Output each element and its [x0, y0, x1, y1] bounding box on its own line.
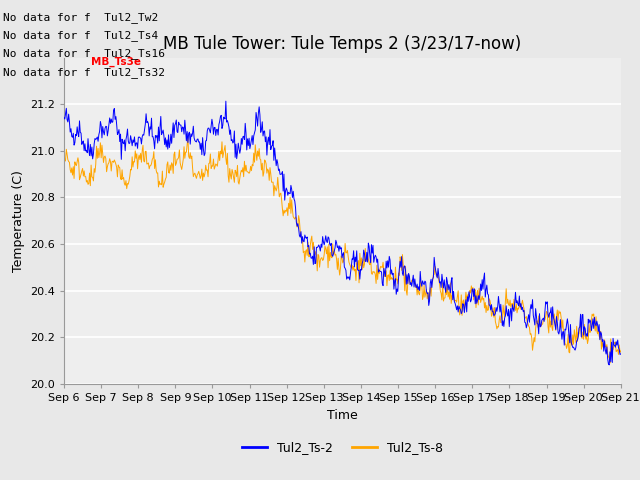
Text: No data for f  Tul2_Ts4: No data for f Tul2_Ts4 [3, 30, 159, 41]
Text: MB_Ts3e: MB_Ts3e [91, 56, 141, 67]
Title: MB Tule Tower: Tule Temps 2 (3/23/17-now): MB Tule Tower: Tule Temps 2 (3/23/17-now… [163, 35, 522, 53]
Text: No data for f  Tul2_Tw2: No data for f Tul2_Tw2 [3, 12, 159, 23]
Legend: Tul2_Ts-2, Tul2_Ts-8: Tul2_Ts-2, Tul2_Ts-8 [237, 436, 448, 459]
Y-axis label: Temperature (C): Temperature (C) [12, 170, 24, 272]
Text: No data for f  Tul2_Ts32: No data for f Tul2_Ts32 [3, 67, 165, 78]
X-axis label: Time: Time [327, 408, 358, 421]
Text: No data for f  Tul2_Ts16: No data for f Tul2_Ts16 [3, 48, 165, 60]
